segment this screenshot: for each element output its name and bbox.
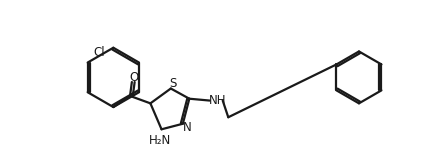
Text: N: N	[183, 121, 192, 134]
Text: H₂N: H₂N	[148, 134, 171, 147]
Text: O: O	[129, 71, 138, 84]
Text: NH: NH	[208, 94, 226, 107]
Text: Cl: Cl	[94, 46, 105, 59]
Text: S: S	[169, 77, 177, 90]
